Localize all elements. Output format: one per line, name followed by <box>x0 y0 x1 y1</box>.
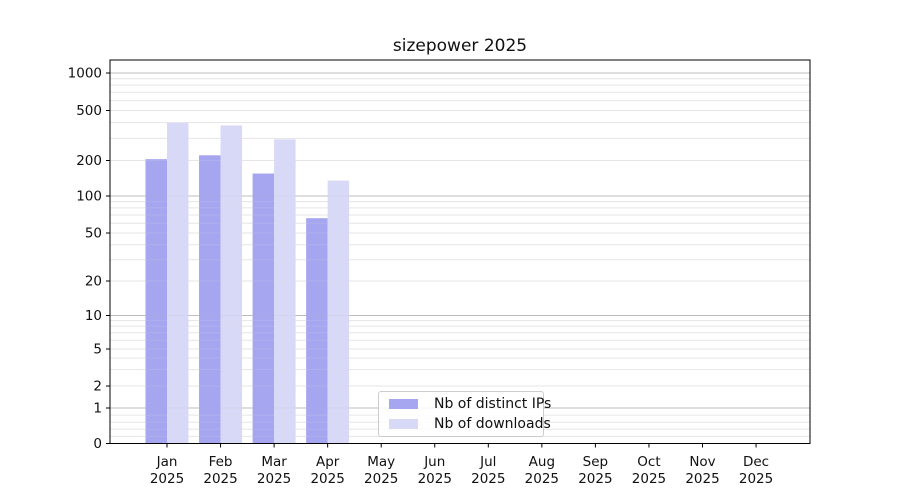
y-tick-label: 100 <box>76 189 102 205</box>
bar-downloads-jan <box>167 122 189 444</box>
x-tick-label-year: 2025 <box>578 471 612 487</box>
y-axis: 0 1 2 5 10 20 50 100 200 500 1000 <box>68 66 110 452</box>
x-tick-label-month: Jul <box>479 454 496 470</box>
legend-swatch-downloads <box>389 419 418 429</box>
x-tick-label-year: 2025 <box>525 471 559 487</box>
x-tick-label-year: 2025 <box>418 471 452 487</box>
legend-item-distinct-ips: Nb of distinct IPs <box>389 396 551 413</box>
x-tick-label-year: 2025 <box>739 471 773 487</box>
x-tick-label-month: Feb <box>209 454 233 470</box>
y-tick-label: 50 <box>85 226 102 242</box>
x-axis: Jan2025Feb2025Mar2025Apr2025May2025Jun20… <box>150 443 773 487</box>
x-tick-label-year: 2025 <box>150 471 184 487</box>
x-tick-label-month: Dec <box>743 454 769 470</box>
y-tick-label: 0 <box>93 436 102 452</box>
x-tick-label-year: 2025 <box>685 471 719 487</box>
x-tick-label-year: 2025 <box>203 471 237 487</box>
x-tick-label-month: Aug <box>529 454 555 470</box>
y-tick-label: 1000 <box>68 66 102 82</box>
x-tick-label-month: Nov <box>689 454 715 470</box>
bars <box>145 122 350 444</box>
y-tick-label: 10 <box>85 308 102 324</box>
chart-title: sizepower 2025 <box>393 36 527 56</box>
legend-label-distinct-ips: Nb of distinct IPs <box>434 395 552 412</box>
y-tick-label: 2 <box>93 379 102 395</box>
x-tick-label-month: Oct <box>637 454 660 470</box>
legend-swatch-distinct-ips <box>389 399 418 409</box>
bar-downloads-feb <box>220 125 243 444</box>
bar-downloads-apr <box>327 180 350 444</box>
x-tick-label-month: Apr <box>316 454 340 470</box>
legend-item-downloads: Nb of downloads <box>389 416 551 433</box>
y-tick-label: 1 <box>93 401 102 417</box>
y-tick-label: 20 <box>85 274 102 290</box>
bar-distinct-ips-apr <box>306 218 328 444</box>
bar-downloads-mar <box>274 139 296 444</box>
legend: Nb of distinct IPs Nb of downloads <box>378 391 551 437</box>
x-tick-label-month: Sep <box>583 454 608 470</box>
x-tick-label-month: May <box>367 454 395 470</box>
x-tick-label-year: 2025 <box>632 471 666 487</box>
bar-distinct-ips-mar <box>252 173 275 444</box>
x-tick-label-year: 2025 <box>364 471 398 487</box>
x-tick-label-month: Jun <box>423 454 445 470</box>
y-tick-label: 500 <box>76 103 102 119</box>
y-tick-label: 5 <box>93 342 102 358</box>
x-tick-label-year: 2025 <box>257 471 291 487</box>
x-tick-label-year: 2025 <box>310 471 344 487</box>
x-tick-label-year: 2025 <box>471 471 505 487</box>
y-tick-label: 200 <box>76 153 102 169</box>
legend-label-downloads: Nb of downloads <box>434 415 551 432</box>
bar-distinct-ips-jan <box>145 159 167 444</box>
bar-distinct-ips-feb <box>199 155 221 444</box>
x-tick-label-month: Jan <box>156 454 178 470</box>
plot-border <box>109 59 811 444</box>
x-tick-label-month: Mar <box>261 454 287 470</box>
